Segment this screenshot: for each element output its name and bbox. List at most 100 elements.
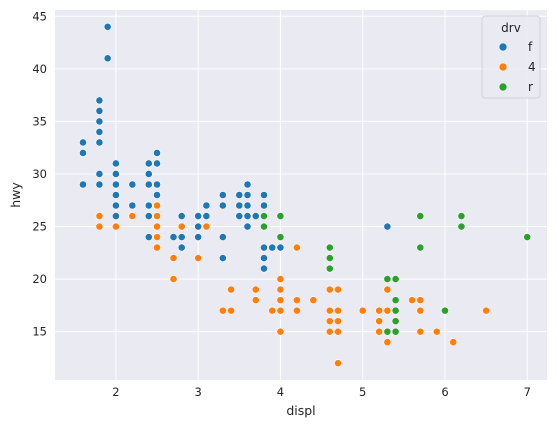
legend-title: drv — [501, 21, 521, 35]
data-point — [482, 306, 491, 315]
y-tick-labels: 15 20 25 30 35 40 45 — [32, 9, 47, 338]
legend-marker — [498, 62, 508, 72]
x-tick-label: 5 — [359, 385, 366, 399]
data-point — [95, 107, 104, 115]
data-point — [375, 317, 384, 326]
data-point — [325, 254, 334, 262]
data-point — [177, 243, 186, 252]
data-point — [79, 138, 87, 147]
data-point — [416, 243, 425, 252]
data-point — [383, 285, 392, 294]
data-point — [128, 180, 137, 189]
data-point — [243, 180, 252, 189]
x-tick-label: 6 — [441, 385, 448, 399]
data-point — [169, 254, 178, 262]
data-point — [375, 306, 384, 315]
data-point — [276, 275, 285, 283]
x-tick-label: 4 — [277, 385, 284, 399]
data-point — [276, 212, 285, 220]
data-point — [218, 254, 227, 262]
y-tick-label: 40 — [32, 62, 47, 76]
data-point — [325, 285, 334, 294]
y-axis-label: hwy — [8, 182, 23, 208]
data-point — [523, 233, 532, 241]
y-tick-label: 30 — [32, 167, 47, 181]
data-point — [218, 191, 227, 199]
data-point — [153, 159, 161, 168]
data-point — [251, 296, 260, 305]
data-point — [391, 306, 400, 315]
data-point — [260, 212, 268, 220]
data-point — [334, 359, 342, 368]
data-point — [391, 275, 400, 283]
data-point — [202, 212, 211, 220]
legend-frame — [481, 15, 541, 99]
data-point — [235, 191, 244, 199]
data-point — [177, 212, 186, 220]
data-point — [144, 170, 153, 178]
data-point — [292, 306, 301, 315]
legend-label: 4 — [528, 60, 536, 74]
data-point — [383, 306, 392, 315]
series-4 — [95, 201, 491, 368]
data-point — [95, 117, 104, 126]
data-point — [276, 285, 285, 294]
data-point — [383, 275, 392, 283]
data-point — [251, 212, 260, 220]
y-tick-label: 25 — [32, 220, 47, 234]
data-point — [144, 233, 153, 241]
data-point — [276, 327, 285, 336]
data-point — [177, 222, 186, 231]
data-point — [153, 233, 161, 241]
data-point — [391, 317, 400, 326]
data-point — [416, 327, 425, 336]
data-point — [276, 243, 285, 252]
data-point — [276, 306, 285, 315]
data-point — [260, 254, 268, 262]
data-point — [111, 201, 120, 210]
y-tick-label: 15 — [32, 325, 47, 339]
data-point — [95, 96, 104, 105]
y-tick-label: 45 — [32, 9, 47, 23]
data-point — [128, 212, 137, 220]
data-point — [260, 191, 268, 199]
data-point — [334, 306, 342, 315]
data-point — [235, 201, 244, 210]
legend-item: 4 — [498, 60, 536, 74]
data-point — [334, 317, 342, 326]
data-point — [408, 296, 416, 305]
data-point — [383, 338, 392, 347]
legend-item: f — [498, 40, 533, 54]
data-point — [416, 212, 425, 220]
data-point — [95, 128, 104, 136]
data-point — [202, 201, 211, 210]
data-point — [153, 180, 161, 189]
legend-marker — [498, 82, 508, 92]
x-axis-label: displ — [286, 403, 315, 418]
y-tick-label: 20 — [32, 272, 47, 286]
data-point — [243, 222, 252, 231]
data-point — [169, 275, 178, 283]
legend-marker — [498, 42, 508, 52]
data-point — [194, 212, 203, 220]
data-point — [111, 180, 120, 189]
data-point — [325, 327, 334, 336]
data-point — [111, 222, 120, 231]
data-point — [144, 201, 153, 210]
data-point — [375, 327, 384, 336]
data-point — [153, 149, 161, 157]
data-point — [153, 222, 161, 231]
data-point — [194, 254, 203, 262]
data-point — [227, 306, 235, 315]
data-point — [334, 285, 342, 294]
data-point — [144, 159, 153, 168]
legend-entries: f 4 r — [498, 40, 536, 94]
data-point — [218, 201, 227, 210]
x-tick-label: 7 — [524, 385, 531, 399]
data-point — [235, 212, 244, 220]
data-point — [268, 306, 277, 315]
plot-area-background — [55, 10, 547, 380]
data-point — [251, 285, 260, 294]
data-points — [79, 22, 532, 368]
